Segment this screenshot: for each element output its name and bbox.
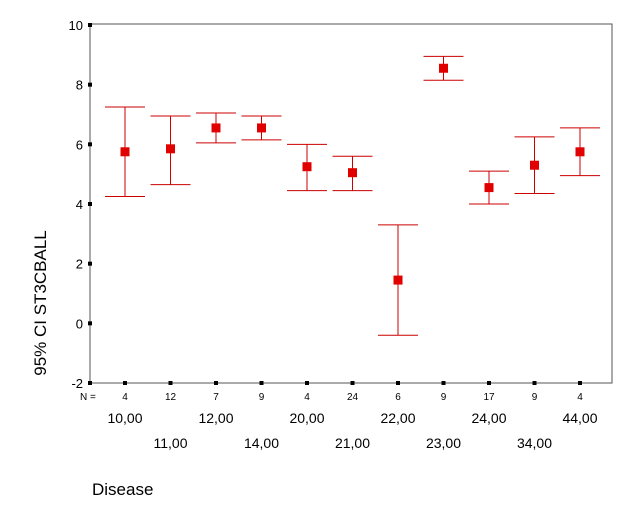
x-tick-mark xyxy=(168,381,173,385)
n-count-label: 7 xyxy=(213,392,219,403)
y-tick-mark xyxy=(88,142,92,147)
mean-marker xyxy=(530,160,539,170)
x-axis: 4 10,00 12 11,00 7 12,00 9 14,00 4 20,00 24 21,00 6 2… xyxy=(107,381,598,451)
mean-marker xyxy=(439,63,448,73)
category-label: 12,00 xyxy=(198,410,233,426)
x-tick-mark xyxy=(123,381,127,385)
n-count-label: 9 xyxy=(259,392,265,403)
n-count-label: 9 xyxy=(441,392,447,403)
y-axis: -2 0 2 4 6 8 10 xyxy=(69,18,92,391)
y-tick-label: 0 xyxy=(76,316,83,331)
mean-marker xyxy=(166,144,175,154)
category-label: 11,00 xyxy=(154,435,188,451)
x-tick-mark xyxy=(305,381,309,385)
n-prefix-label: N = xyxy=(80,392,96,403)
mean-marker xyxy=(348,168,357,178)
category-label: 24,00 xyxy=(471,410,506,426)
y-tick-mark xyxy=(88,202,92,206)
category-label: 22,00 xyxy=(380,410,415,426)
x-tick-mark xyxy=(441,381,446,385)
y-tick-label: 4 xyxy=(76,197,83,212)
mean-marker xyxy=(257,123,266,133)
n-count-label: 24 xyxy=(347,392,359,403)
mean-marker xyxy=(302,162,312,172)
y-tick-mark xyxy=(88,321,92,326)
x-tick-mark xyxy=(396,381,400,385)
y-tick-mark xyxy=(88,23,92,27)
mean-marker xyxy=(211,123,221,133)
n-count-label: 6 xyxy=(395,392,401,403)
n-count-label: 12 xyxy=(165,392,177,403)
n-count-label: 4 xyxy=(122,392,128,403)
y-tick-label: -2 xyxy=(71,376,83,391)
category-label: 44,00 xyxy=(562,410,597,426)
y-tick-mark xyxy=(88,381,92,385)
n-count-label: 9 xyxy=(532,392,538,403)
y-axis-title: 95% CI ST3CBALL xyxy=(31,230,50,376)
plot-frame xyxy=(89,23,613,384)
x-tick-mark xyxy=(214,381,218,385)
mean-marker xyxy=(393,275,403,285)
category-label: 34,00 xyxy=(517,435,552,451)
x-tick-mark xyxy=(487,381,491,385)
x-tick-mark xyxy=(532,381,537,385)
y-tick-label: 2 xyxy=(76,257,83,272)
n-count-label: 4 xyxy=(577,392,583,403)
n-count-label: 17 xyxy=(483,392,495,403)
y-tick-label: 10 xyxy=(69,18,83,33)
y-tick-label: 8 xyxy=(76,78,83,93)
x-tick-mark xyxy=(259,381,264,385)
category-label: 20,00 xyxy=(289,410,324,426)
y-tick-mark xyxy=(88,82,92,87)
y-tick-label: 6 xyxy=(76,137,83,152)
n-count-label: 4 xyxy=(304,392,310,403)
mean-marker xyxy=(484,183,494,193)
mean-marker xyxy=(575,147,585,157)
x-tick-mark xyxy=(350,381,355,385)
category-label: 23,00 xyxy=(426,435,461,451)
category-label: 14,00 xyxy=(244,435,279,451)
x-tick-mark xyxy=(578,381,582,385)
category-label: 21,00 xyxy=(335,435,370,451)
error-bars xyxy=(105,55,600,336)
category-label: 10,00 xyxy=(107,410,142,426)
y-tick-mark xyxy=(88,261,92,266)
mean-marker xyxy=(120,147,130,157)
x-axis-title: Disease xyxy=(92,480,153,499)
